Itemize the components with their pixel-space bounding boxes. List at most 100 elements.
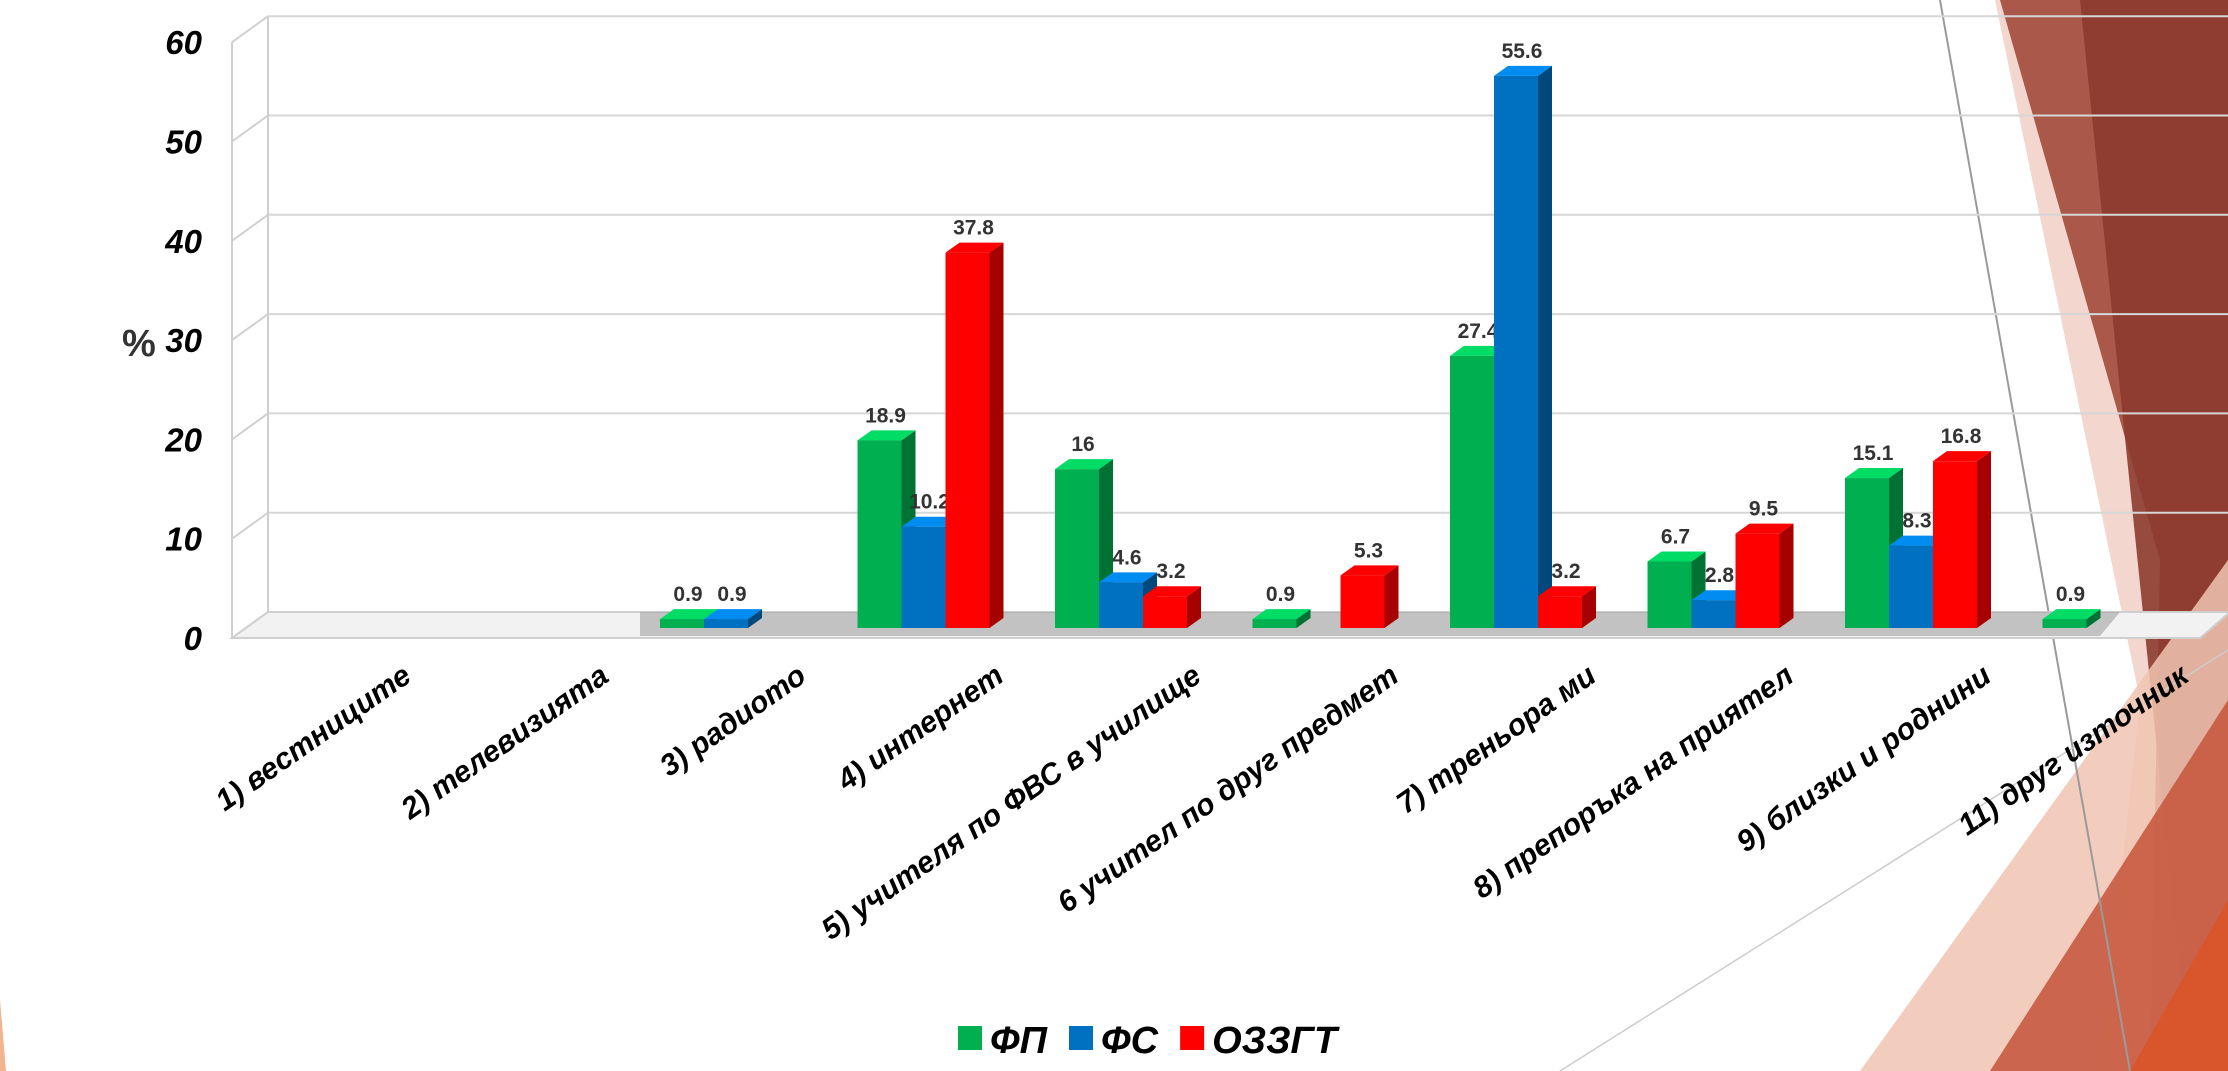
bar: [1735, 533, 1780, 628]
bar-ФС-7: 55.6: [1494, 40, 1552, 629]
x-category-label: 4) интернет: [831, 659, 1010, 798]
y-tick-label: 50: [165, 124, 202, 161]
legend-swatch: [958, 1026, 982, 1050]
bars: 0.9 0.9 18.9 10.2 37.8 16 4.6 3.2 0.9 5.3 27.4 55.6…: [660, 40, 2101, 629]
bar-top: [1450, 345, 1508, 356]
y-tick-label: 10: [165, 521, 202, 558]
data-label: 0.9: [1266, 583, 1295, 606]
bar-top: [660, 609, 718, 620]
x-category-label: 3) радиото: [654, 659, 812, 783]
bar-side: [989, 242, 1004, 628]
bar-ФП-6: 0.9: [1252, 583, 1311, 628]
bar-top: [1055, 459, 1113, 470]
y-tick-labels: 0 10 20 30 40 50 60: [164, 24, 202, 657]
bar-side: [748, 609, 762, 628]
data-label: 18.9: [865, 404, 906, 427]
y-tick-label: 30: [165, 322, 202, 359]
bar: [1494, 75, 1538, 629]
bar-top: [1845, 468, 1903, 479]
bar: [1450, 355, 1494, 628]
bar-top: [1691, 590, 1750, 601]
data-label: 3.2: [1156, 560, 1185, 583]
bar-ФП-10: 0.9: [2042, 583, 2101, 628]
bar: [1252, 619, 1297, 628]
bar-top: [2042, 609, 2101, 620]
data-label: 10.2: [909, 491, 950, 514]
bar: [1845, 478, 1889, 628]
bar-side: [1779, 523, 1794, 628]
gridline-side: [231, 114, 269, 143]
gridline-side: [231, 313, 269, 341]
bar: [945, 252, 990, 628]
legend-label: ФП: [990, 1020, 1048, 1062]
bar: [1340, 575, 1385, 628]
bar: [660, 619, 704, 628]
data-label: 6.7: [1661, 525, 1690, 548]
bar-top: [1538, 586, 1596, 597]
x-category-label: 5) учителя по ФВС в училище: [816, 659, 1207, 947]
bar-top: [901, 516, 960, 527]
x-category-label: 7) треньора ми: [1391, 659, 1602, 821]
bar-side: [1977, 451, 1991, 628]
data-label: 5.3: [1354, 539, 1383, 562]
data-label: 16: [1071, 433, 1094, 456]
gridline-side: [231, 213, 269, 242]
data-label: 37.8: [953, 217, 994, 240]
decor-shape: [2130, 900, 2228, 1071]
data-label: 8.3: [1902, 510, 1931, 533]
gridline-side: [231, 511, 269, 540]
x-category-label: 6 учител по друг предмет: [1052, 659, 1405, 920]
bar-top: [945, 242, 1004, 253]
bar-ОЗЗГТ-8: 9.5: [1735, 498, 1794, 628]
bar: [1889, 545, 1933, 628]
decor-line: [1559, 649, 2228, 1071]
bar-ФП-3: 0.9: [660, 583, 718, 628]
bar-side: [1384, 565, 1399, 628]
bar: [2042, 619, 2087, 628]
bar-top: [1647, 551, 1706, 562]
bar: [1933, 461, 1977, 628]
data-label: 0.9: [673, 583, 702, 606]
bar: [1099, 582, 1143, 628]
gridline-side: [231, 412, 269, 441]
data-label: 15.1: [1853, 442, 1894, 465]
y-tick-label: 60: [165, 24, 202, 61]
bar-ФП-8: 6.7: [1647, 525, 1706, 628]
y-tick-label: 40: [164, 223, 202, 260]
bar-top: [1340, 565, 1399, 576]
bar: [901, 526, 946, 628]
bar: [1538, 596, 1582, 628]
bar-ОЗЗГТ-7: 3.2: [1538, 560, 1596, 628]
bar-top: [1099, 572, 1157, 583]
decor-shape: [0, 1000, 6, 1071]
legend-label: ОЗЗГТ: [1212, 1020, 1340, 1062]
data-label: 55.6: [1502, 40, 1543, 63]
bar-top: [704, 609, 762, 620]
bar-top: [1889, 535, 1947, 546]
bar-top: [1252, 609, 1311, 620]
bar-top: [1933, 451, 1991, 462]
x-category-label: 1) вестниците: [210, 659, 417, 818]
legend-label: ФС: [1101, 1020, 1159, 1062]
y-tick-label: 20: [164, 421, 202, 458]
data-label: 2.8: [1705, 564, 1735, 587]
bar: [1055, 469, 1099, 628]
bar: [1647, 561, 1692, 628]
bar-top: [1494, 65, 1552, 76]
data-label: 9.5: [1749, 498, 1779, 521]
bar-side: [1296, 609, 1311, 628]
legend-swatch: [1180, 1026, 1205, 1050]
y-tick-label: 0: [184, 620, 203, 657]
bar-top: [1143, 586, 1201, 597]
bar-ОЗЗГТ-4: 37.8: [945, 217, 1004, 628]
gridline-side: [231, 15, 269, 44]
data-label: 27.4: [1458, 320, 1499, 343]
bar-side: [1582, 586, 1596, 628]
bar-side: [2086, 609, 2101, 628]
bar-ОЗЗГТ-9: 16.8: [1933, 425, 1991, 628]
legend-swatch: [1069, 1026, 1093, 1050]
